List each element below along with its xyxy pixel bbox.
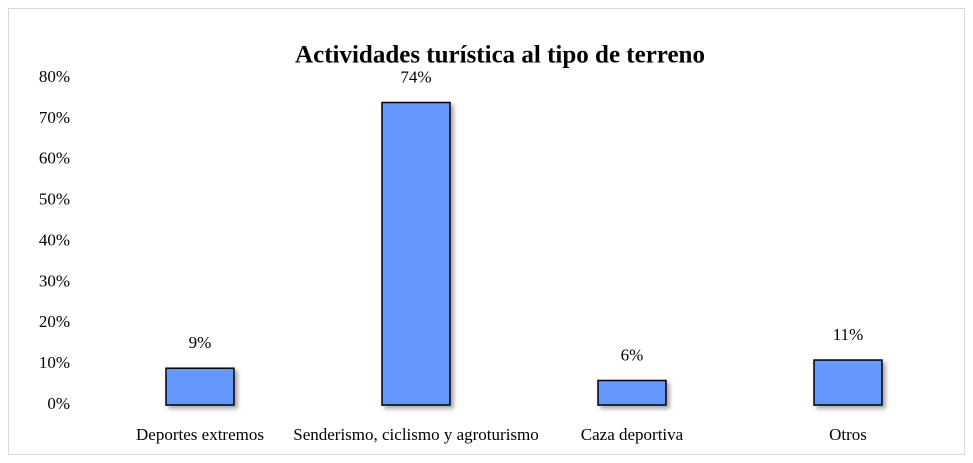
x-tick-label: Deportes extremos	[136, 425, 264, 444]
y-tick-label: 40%	[39, 230, 70, 249]
x-tick-label: Senderismo, ciclismo y agroturismo	[293, 425, 539, 444]
x-tick-label: Caza deportiva	[581, 425, 684, 444]
y-tick-label: 60%	[39, 149, 70, 168]
y-tick-label: 30%	[39, 271, 70, 290]
y-tick-label: 80%	[39, 67, 70, 86]
y-tick-label: 50%	[39, 190, 70, 209]
x-tick-label: Otros	[829, 425, 867, 444]
bar	[381, 101, 451, 406]
data-label: 74%	[400, 67, 431, 86]
data-label: 6%	[621, 345, 644, 364]
bar	[165, 367, 235, 406]
y-tick-label: 10%	[39, 353, 70, 372]
y-tick-label: 20%	[39, 312, 70, 331]
data-label: 11%	[833, 325, 864, 344]
bar	[813, 359, 883, 406]
data-label: 9%	[189, 333, 212, 352]
chart-title: Actividades turística al tipo de terreno	[295, 42, 705, 69]
bar	[597, 379, 667, 406]
y-tick-label: 70%	[39, 108, 70, 127]
y-tick-label: 0%	[47, 394, 70, 413]
